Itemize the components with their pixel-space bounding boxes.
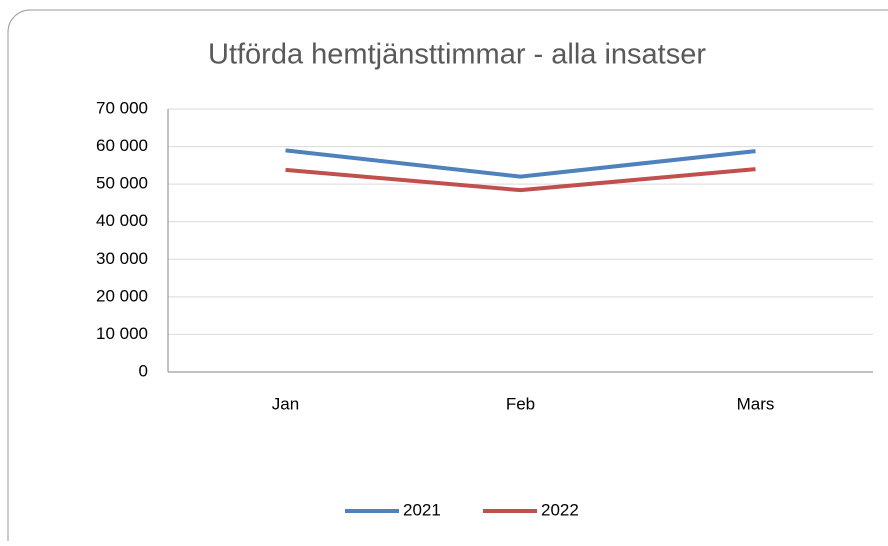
y-tick-label: 70 000 [96,98,148,117]
legend-label: 2021 [403,500,441,519]
y-tick-label: 60 000 [96,136,148,155]
x-tick-label: Jan [272,394,299,413]
chart-frame [7,9,888,546]
legend-label: 2022 [541,500,579,519]
chart-title: Utförda hemtjänsttimmar - alla insatser [208,39,706,71]
series-line [285,167,756,193]
y-tick-label: 10 000 [96,324,148,343]
y-tick-label: 30 000 [96,249,148,268]
y-tick-label: 50 000 [96,174,148,193]
x-tick-label: Mars [737,394,775,413]
y-tick-label: 0 [139,361,148,380]
series-line [285,148,756,179]
x-tick-label: Feb [506,394,535,413]
y-tick-label: 20 000 [96,286,148,305]
y-tick-label: 40 000 [96,211,148,230]
